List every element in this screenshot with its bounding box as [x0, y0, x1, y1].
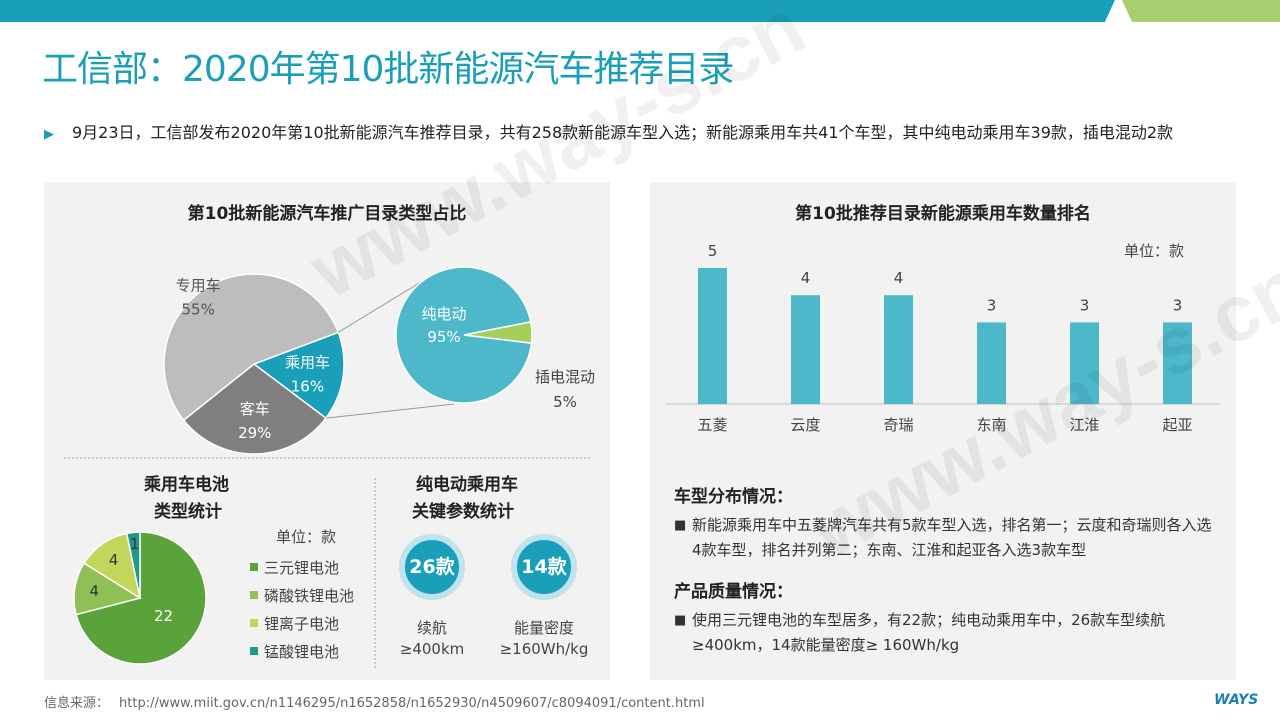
summary-text: 9月23日，工信部发布2020年第10批新能源汽车推荐目录，共有258款新能源车… — [72, 123, 1174, 142]
x-tick-label-5: 江淮 — [1069, 416, 1099, 434]
x-tick-label-6: 起亚 — [1162, 416, 1192, 434]
quality-heading: 产品质量情况： — [674, 582, 793, 602]
source-line: 信息来源： http://www.miit.gov.cn/n1146295/n16… — [44, 692, 705, 711]
bar-1 — [698, 268, 727, 404]
legend-label: 磷酸铁锂电池 — [264, 587, 355, 605]
legend-label: 锰酸锂电池 — [264, 643, 340, 661]
bar-unit-label: 单位：款 — [1124, 242, 1185, 260]
source-link[interactable]: http://www.miit.gov.cn/n1146295/n1652858… — [119, 696, 705, 711]
type-pie-label-1: 专用车 — [176, 277, 221, 295]
bar-value-label-4: 3 — [987, 296, 997, 314]
bar-4 — [977, 322, 1006, 404]
bar-value-label-6: 3 — [1173, 296, 1183, 314]
connector-line-bottom — [325, 403, 455, 419]
bar-value-label-1: 5 — [708, 242, 718, 260]
legend-swatch-icon — [250, 647, 258, 655]
ways-logo: WAYS — [1214, 692, 1258, 708]
battery-pie-value-4: 1 — [130, 535, 140, 553]
quality-body: 使用三元锂电池的车型居多，有22款；纯电动乘用车中，26款车型续航≥400km，… — [692, 611, 1166, 654]
type-pie-chart: 专用车 55% 乘用车 16% 客车 29% 纯电动 95% 插电混动 5% — [163, 266, 595, 455]
battery-pie-value-1: 22 — [154, 607, 173, 625]
ev-pie-slice-2 — [463, 320, 533, 344]
range-count-badge: 26款 — [399, 534, 465, 600]
battery-title-2: 类型统计 — [154, 502, 222, 522]
top-banner — [0, 0, 1280, 22]
battery-title-1: 乘用车电池 — [144, 475, 229, 495]
ev-pie-value-1: 95% — [427, 328, 460, 346]
ev-pie-label-1: 纯电动 — [421, 305, 466, 323]
battery-pie-value-2: 4 — [90, 582, 100, 600]
vertical-divider — [374, 478, 376, 668]
type-pie-slice-1 — [163, 273, 340, 422]
type-pie-label-2: 乘用车 — [285, 354, 330, 372]
ranking-bar-chart: 5 五菱 4 云度 4 奇瑞 3 东南 3 江淮 3 起亚 — [666, 242, 1220, 434]
bar-value-label-2: 4 — [801, 269, 811, 287]
range-label: 续航 ≥400km — [394, 618, 470, 660]
bar-6 — [1163, 322, 1192, 404]
square-bullet-icon: ■ — [674, 613, 687, 628]
summary-bullet: ▶ 9月23日，工信部发布2020年第10批新能源汽车推荐目录，共有258款新能… — [44, 120, 1244, 146]
type-pie-value-3: 29% — [238, 424, 271, 442]
source-label: 信息来源： — [44, 696, 110, 711]
type-pie-label-3: 客车 — [240, 400, 270, 418]
battery-legend-item-1: 三元锂电池 — [250, 557, 339, 578]
logo-text: WAYS — [1214, 692, 1259, 708]
triangle-bullet-icon: ▶ — [44, 127, 54, 142]
bar-chart-title: 第10批推荐目录新能源乘用车数量排名 — [795, 204, 1091, 224]
bar-2 — [791, 295, 820, 404]
density-count-badge: 14款 — [511, 534, 577, 600]
ev-title-1: 纯电动乘用车 — [416, 475, 518, 495]
type-pie-slice-3 — [182, 363, 327, 455]
distribution-heading: 车型分布情况： — [674, 487, 793, 507]
bar-value-label-5: 3 — [1080, 296, 1090, 314]
density-label-line1: 能量密度 — [513, 619, 574, 637]
x-tick-label-3: 奇瑞 — [883, 416, 913, 434]
page-title: 工信部：2020年第10批新能源汽车推荐目录 — [42, 49, 734, 90]
ev-title-2: 关键参数统计 — [412, 502, 514, 522]
legend-label: 三元锂电池 — [264, 559, 340, 577]
horizontal-divider — [64, 457, 590, 459]
ev-pie-value-2: 5% — [553, 393, 577, 411]
bar-value-label-3: 4 — [894, 269, 904, 287]
density-label-line2: ≥160Wh/kg — [499, 640, 589, 658]
type-pie-slice-2 — [252, 331, 345, 420]
ev-pie-label-2: 插电混动 — [535, 368, 595, 386]
right-panel: 第10批推荐目录新能源乘用车数量排名 单位：款 5 五菱 4 云度 4 奇瑞 3 东南 3 江淮 3… — [650, 182, 1236, 680]
battery-legend-item-3: 锂离子电池 — [250, 613, 339, 634]
x-tick-label-1: 五菱 — [697, 416, 727, 434]
distribution-text: ■ 新能源乘用车中五菱牌汽车共有5款车型入选，排名第一；云度和奇瑞则各入选4款车… — [674, 513, 1219, 563]
bar-5 — [1070, 322, 1099, 404]
legend-label: 锂离子电池 — [264, 615, 340, 633]
ev-pie-slice-1 — [395, 266, 533, 404]
battery-legend-item-2: 磷酸铁锂电池 — [250, 585, 354, 606]
distribution-body: 新能源乘用车中五菱牌汽车共有5款车型入选，排名第一；云度和奇瑞则各入选4款车型，… — [692, 516, 1212, 559]
legend-swatch-icon — [250, 563, 258, 571]
x-tick-label-2: 云度 — [790, 416, 820, 434]
battery-pie-value-3: 4 — [109, 551, 119, 569]
range-label-line1: 续航 — [416, 619, 447, 637]
battery-pie-slice-4 — [125, 531, 141, 599]
left-panel: 第10批新能源汽车推广目录类型占比 专用车 55% 乘用车 16% 客车 29% 纯电动 95… — [44, 182, 610, 680]
range-label-line2: ≥400km — [399, 640, 465, 658]
density-label: 能量密度 ≥160Wh/kg — [494, 618, 594, 660]
bar-3 — [884, 295, 913, 404]
legend-swatch-icon — [250, 619, 258, 627]
type-pie-value-1: 55% — [182, 301, 215, 319]
type-pie-value-2: 16% — [291, 378, 324, 396]
legend-swatch-icon — [250, 591, 258, 599]
quality-text: ■ 使用三元锂电池的车型居多，有22款；纯电动乘用车中，26款车型续航≥400k… — [674, 608, 1219, 658]
x-tick-label-4: 东南 — [976, 416, 1006, 434]
type-pie-title: 第10批新能源汽车推广目录类型占比 — [187, 204, 467, 224]
square-bullet-icon: ■ — [674, 518, 687, 533]
battery-unit: 单位：款 — [276, 528, 337, 546]
battery-legend-item-4: 锰酸锂电池 — [250, 641, 339, 662]
